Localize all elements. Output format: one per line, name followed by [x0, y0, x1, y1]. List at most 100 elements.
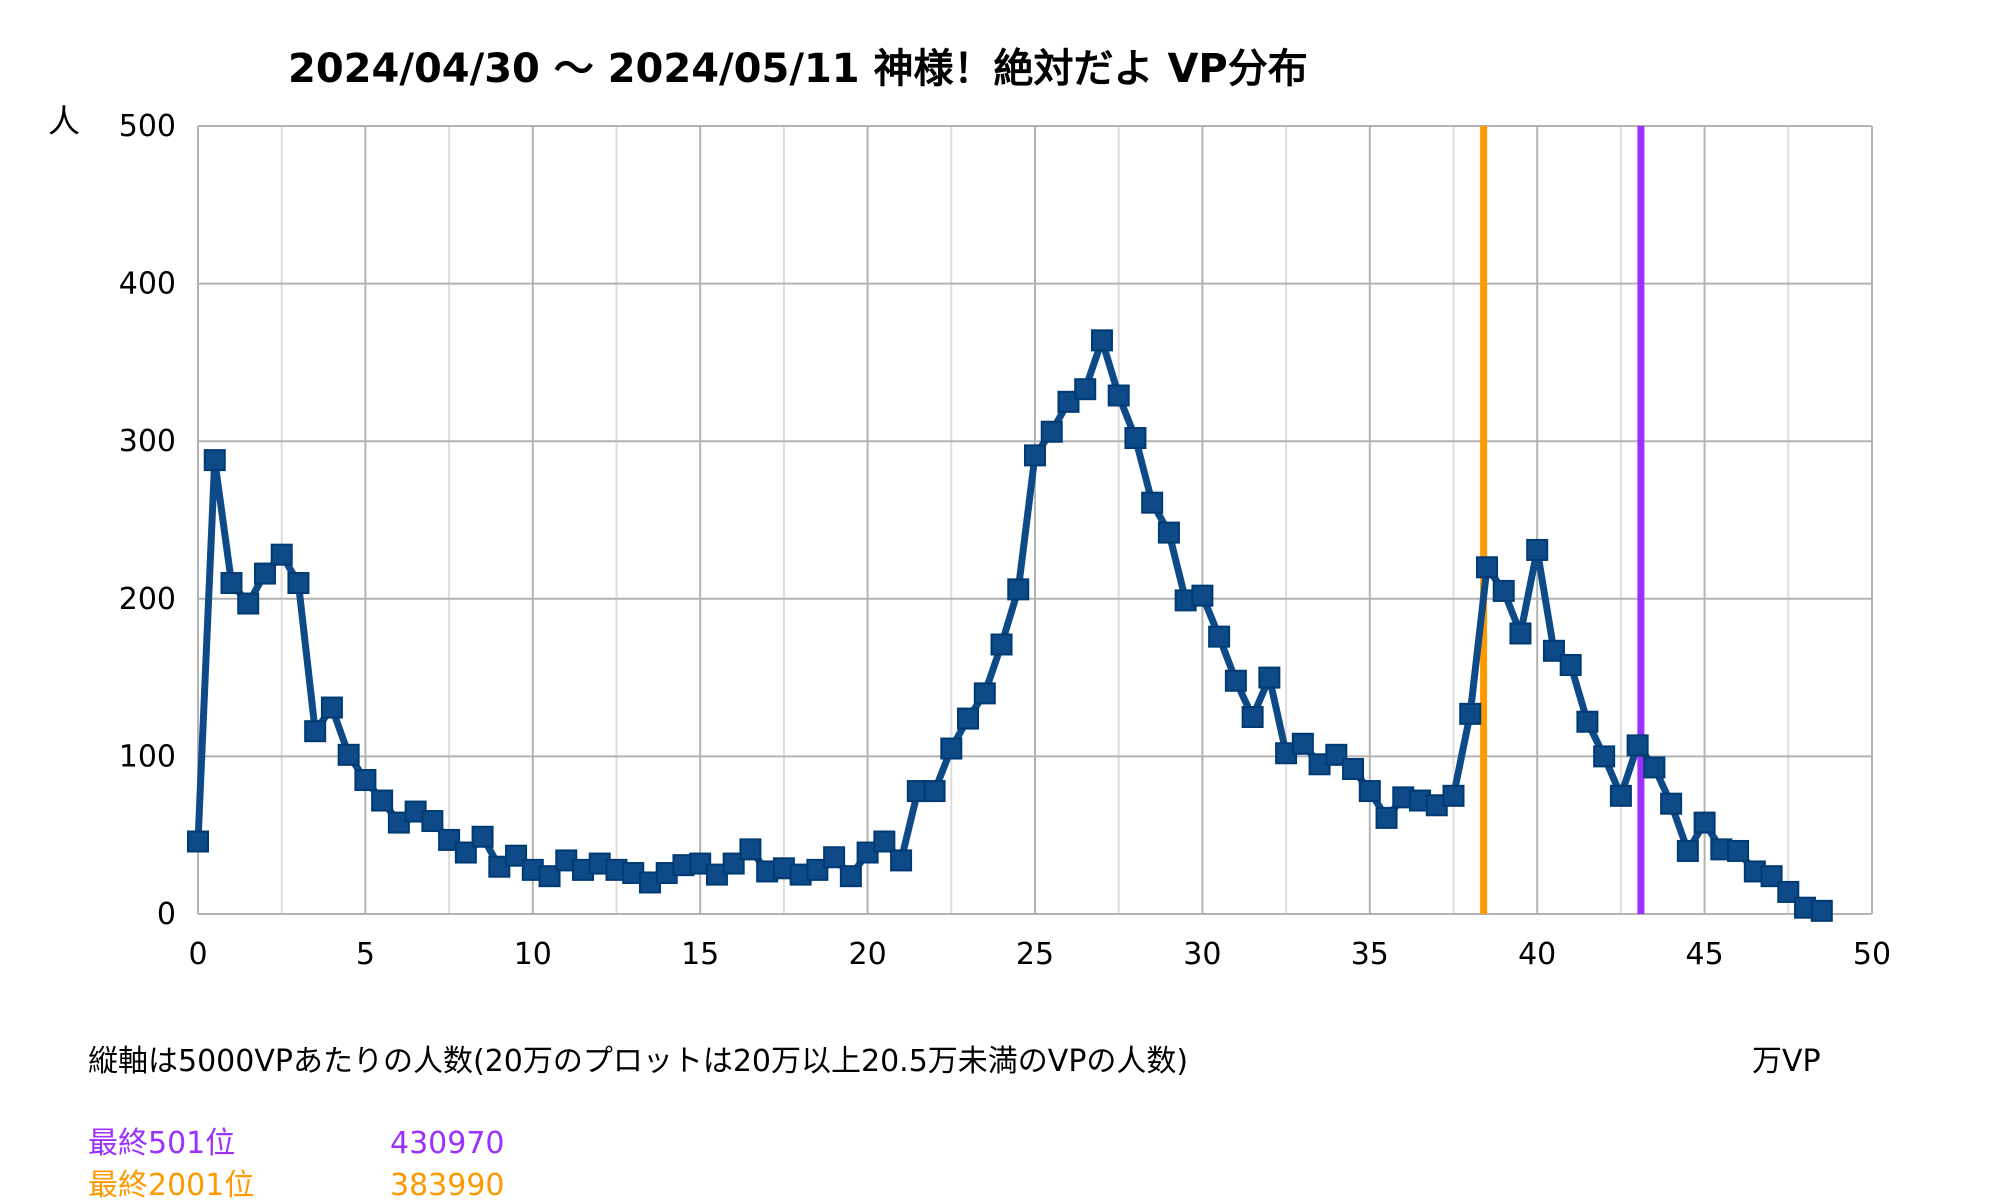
- x-tick-label: 25: [1016, 937, 1054, 972]
- data-point-marker: [1576, 710, 1599, 733]
- x-tick-label: 50: [1853, 937, 1891, 972]
- reference-lines: [1480, 126, 1645, 914]
- x-tick-label: 35: [1351, 937, 1389, 972]
- data-point-marker: [1442, 784, 1465, 807]
- legend-label-501: 最終501位: [88, 1126, 236, 1161]
- y-tick-label: 500: [119, 109, 176, 144]
- data-point-marker: [1727, 839, 1750, 862]
- data-point-marker: [1609, 784, 1632, 807]
- y-tick-label: 400: [119, 267, 176, 302]
- data-point-marker: [1191, 584, 1214, 607]
- data-point-marker: [488, 855, 511, 878]
- data-point-marker: [354, 769, 377, 792]
- data-point-marker: [1542, 639, 1565, 662]
- data-point-marker: [1810, 899, 1833, 922]
- x-tick-label: 45: [1686, 937, 1724, 972]
- legend-value-2001: 383990: [390, 1168, 505, 1203]
- data-point-marker: [689, 852, 712, 875]
- x-tick-label: 40: [1518, 937, 1556, 972]
- x-axis-unit-label: 万VP: [1752, 1044, 1821, 1079]
- data-point-marker: [387, 811, 410, 834]
- data-point-marker: [990, 633, 1013, 656]
- x-tick-label: 10: [514, 937, 552, 972]
- data-point-marker: [505, 844, 528, 867]
- data-point-marker: [237, 592, 260, 615]
- data-point-marker: [973, 682, 996, 705]
- data-point-marker: [739, 838, 762, 861]
- data-point-marker: [253, 562, 276, 585]
- data-point-marker: [1325, 743, 1348, 766]
- data-point-marker: [1258, 666, 1281, 689]
- data-point-marker: [421, 810, 444, 833]
- x-tick-label: 0: [188, 937, 207, 972]
- data-point-marker: [839, 865, 862, 888]
- data-point-marker: [923, 780, 946, 803]
- data-point-marker: [454, 841, 477, 864]
- data-point-marker: [337, 743, 360, 766]
- data-point-marker: [1241, 706, 1264, 728]
- data-point-marker: [304, 720, 327, 743]
- data-point-marker: [806, 858, 829, 881]
- data-point-marker: [1509, 622, 1532, 645]
- data-point-marker: [722, 852, 745, 875]
- data-point-marker: [1057, 390, 1080, 413]
- data-point-marker: [1760, 865, 1783, 888]
- data-point-marker: [1559, 653, 1582, 676]
- data-point-marker: [1074, 378, 1097, 401]
- data-point-marker: [856, 841, 879, 864]
- data-point-marker: [1007, 578, 1030, 601]
- legend-label-2001: 最終2001位: [88, 1168, 255, 1203]
- data-point-marker: [1124, 427, 1147, 450]
- data-point-marker: [220, 572, 243, 595]
- data-point-marker: [1024, 444, 1046, 467]
- data-point-marker: [1342, 758, 1365, 781]
- data-point-marker: [1526, 538, 1549, 561]
- data-point-marker: [1777, 880, 1800, 903]
- data-point-marker: [1660, 792, 1683, 815]
- data-point-marker: [270, 543, 293, 566]
- data-point-marker: [1643, 756, 1666, 779]
- data-point-marker: [187, 830, 209, 853]
- x-tick-label: 30: [1183, 937, 1221, 972]
- legend-value-501: 430970: [390, 1126, 505, 1161]
- data-point-marker: [1375, 806, 1398, 829]
- data-point-marker: [287, 572, 310, 595]
- data-point-marker: [1291, 732, 1314, 755]
- data-point-marker: [438, 828, 461, 851]
- data-point-marker: [1475, 556, 1498, 579]
- data-point-marker: [1593, 745, 1616, 768]
- data-point-marker: [320, 696, 343, 719]
- data-point-marker: [203, 449, 226, 472]
- data-point-marker: [371, 789, 394, 812]
- y-tick-label: 300: [119, 424, 176, 459]
- data-point-marker: [1157, 521, 1180, 544]
- data-point-marker: [705, 863, 728, 886]
- data-point-marker: [1358, 780, 1381, 803]
- data-point-marker: [538, 865, 561, 888]
- x-tick-label: 5: [356, 937, 375, 972]
- data-point-marker: [1090, 329, 1113, 352]
- data-point-marker: [940, 737, 963, 760]
- data-point-marker: [1626, 734, 1649, 757]
- data-point-marker: [1141, 491, 1164, 514]
- data-point-marker: [823, 846, 846, 869]
- data-point-marker: [873, 830, 896, 853]
- y-tick-label: 100: [119, 739, 176, 774]
- y-tick-label: 200: [119, 582, 176, 617]
- data-point-marker: [1107, 384, 1130, 407]
- data-point-marker: [1693, 811, 1716, 834]
- data-point-marker: [1459, 702, 1482, 725]
- data-point-marker: [1040, 420, 1063, 443]
- grid-lines: [197, 125, 1873, 915]
- y-axis-label: 人: [48, 102, 81, 140]
- data-point-marker: [1224, 669, 1247, 692]
- x-tick-label: 15: [681, 937, 719, 972]
- data-point-marker: [1676, 839, 1699, 862]
- data-point-marker: [890, 849, 913, 872]
- data-series: [187, 329, 1833, 922]
- data-point-marker: [471, 825, 494, 848]
- data-point-marker: [1208, 625, 1231, 648]
- chart-note: 縦軸は5000VPあたりの人数(20万のプロットは20万以上20.5万未満のVP…: [88, 1044, 1189, 1079]
